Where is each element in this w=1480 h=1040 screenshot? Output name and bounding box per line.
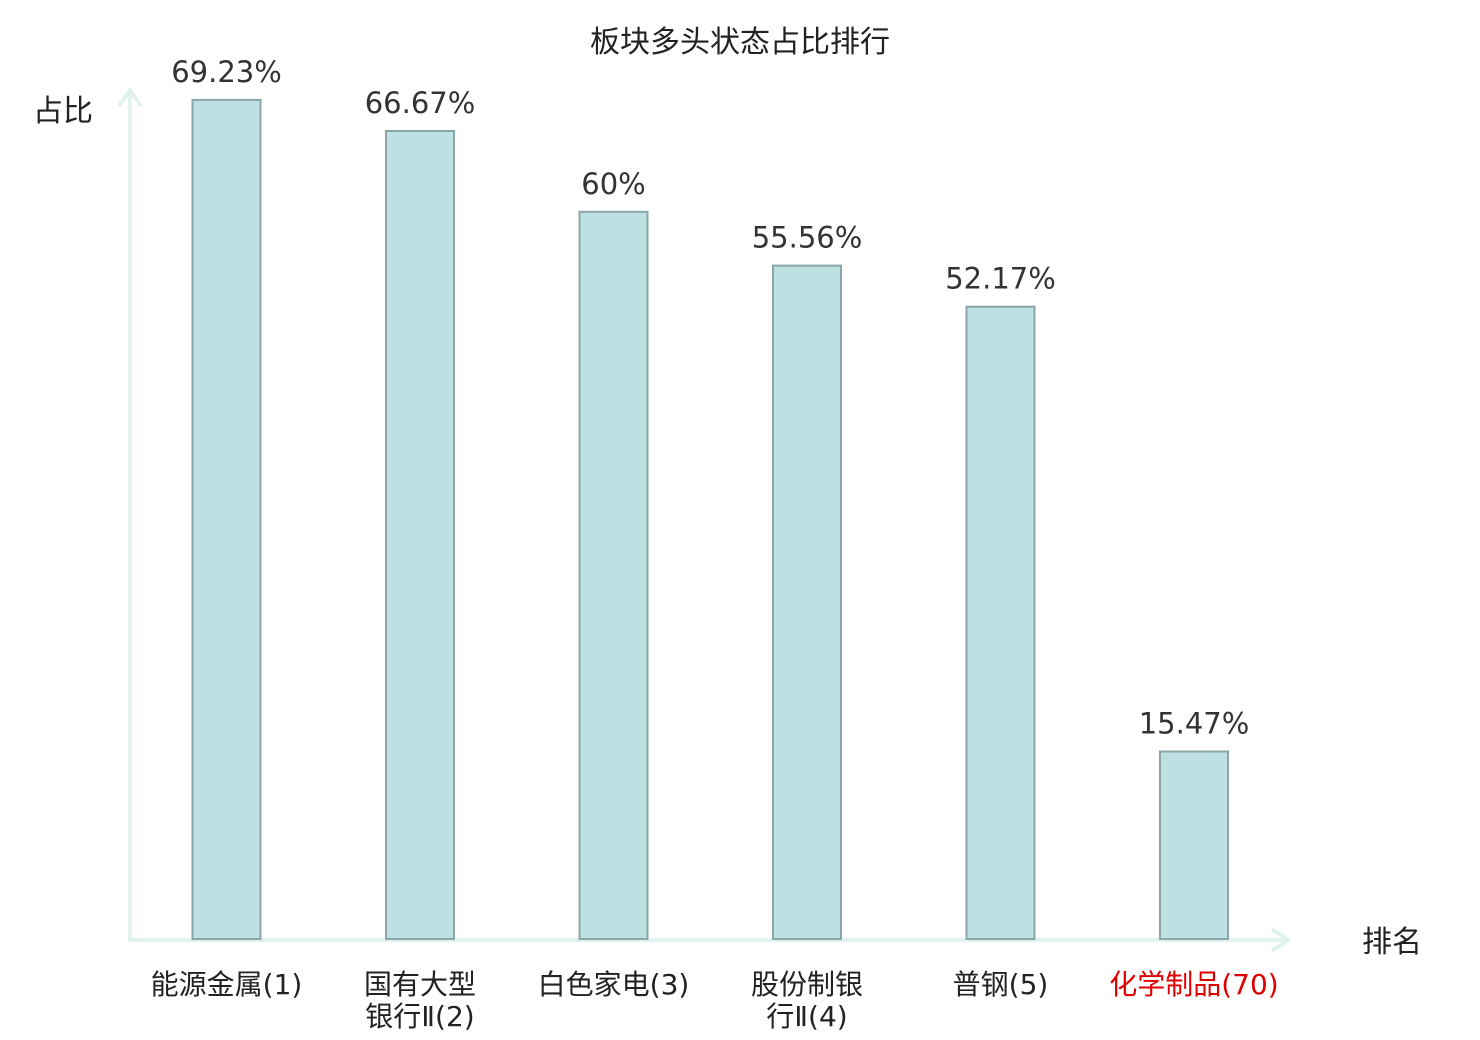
category-tick-label: 白色家电(3) — [538, 968, 690, 1001]
chart-title: 板块多头状态占比排行 — [590, 25, 890, 60]
x-axis-arrow-icon — [1270, 927, 1292, 953]
bar-value-label: 52.17% — [945, 262, 1056, 296]
bar — [385, 129, 455, 940]
y-axis-arrow-icon — [117, 86, 143, 108]
x-axis-label: 排名 — [1362, 925, 1422, 960]
category-tick-label: 能源金属(1) — [151, 968, 303, 1001]
category-tick-label: 行Ⅱ(4) — [766, 1000, 847, 1033]
category-tick-label: 化学制品(70) — [1109, 968, 1278, 1001]
bar-value-label: 15.47% — [1139, 707, 1250, 741]
bar — [965, 305, 1036, 940]
bar — [191, 98, 262, 941]
category-tick-label: 银行Ⅱ(2) — [365, 1000, 474, 1033]
bar — [578, 210, 649, 941]
bar-value-label: 69.23% — [171, 55, 282, 89]
bar-value-label: 66.67% — [365, 86, 476, 120]
bar-value-label: 60% — [581, 167, 645, 201]
bar — [1159, 750, 1229, 940]
y-axis-label: 占比 — [33, 94, 93, 129]
bar — [772, 264, 842, 940]
category-tick-label: 股份制银 — [751, 968, 863, 1001]
category-tick-label: 普钢(5) — [953, 968, 1049, 1001]
category-tick-label: 国有大型 — [364, 968, 476, 1001]
bar-value-label: 55.56% — [752, 221, 863, 255]
